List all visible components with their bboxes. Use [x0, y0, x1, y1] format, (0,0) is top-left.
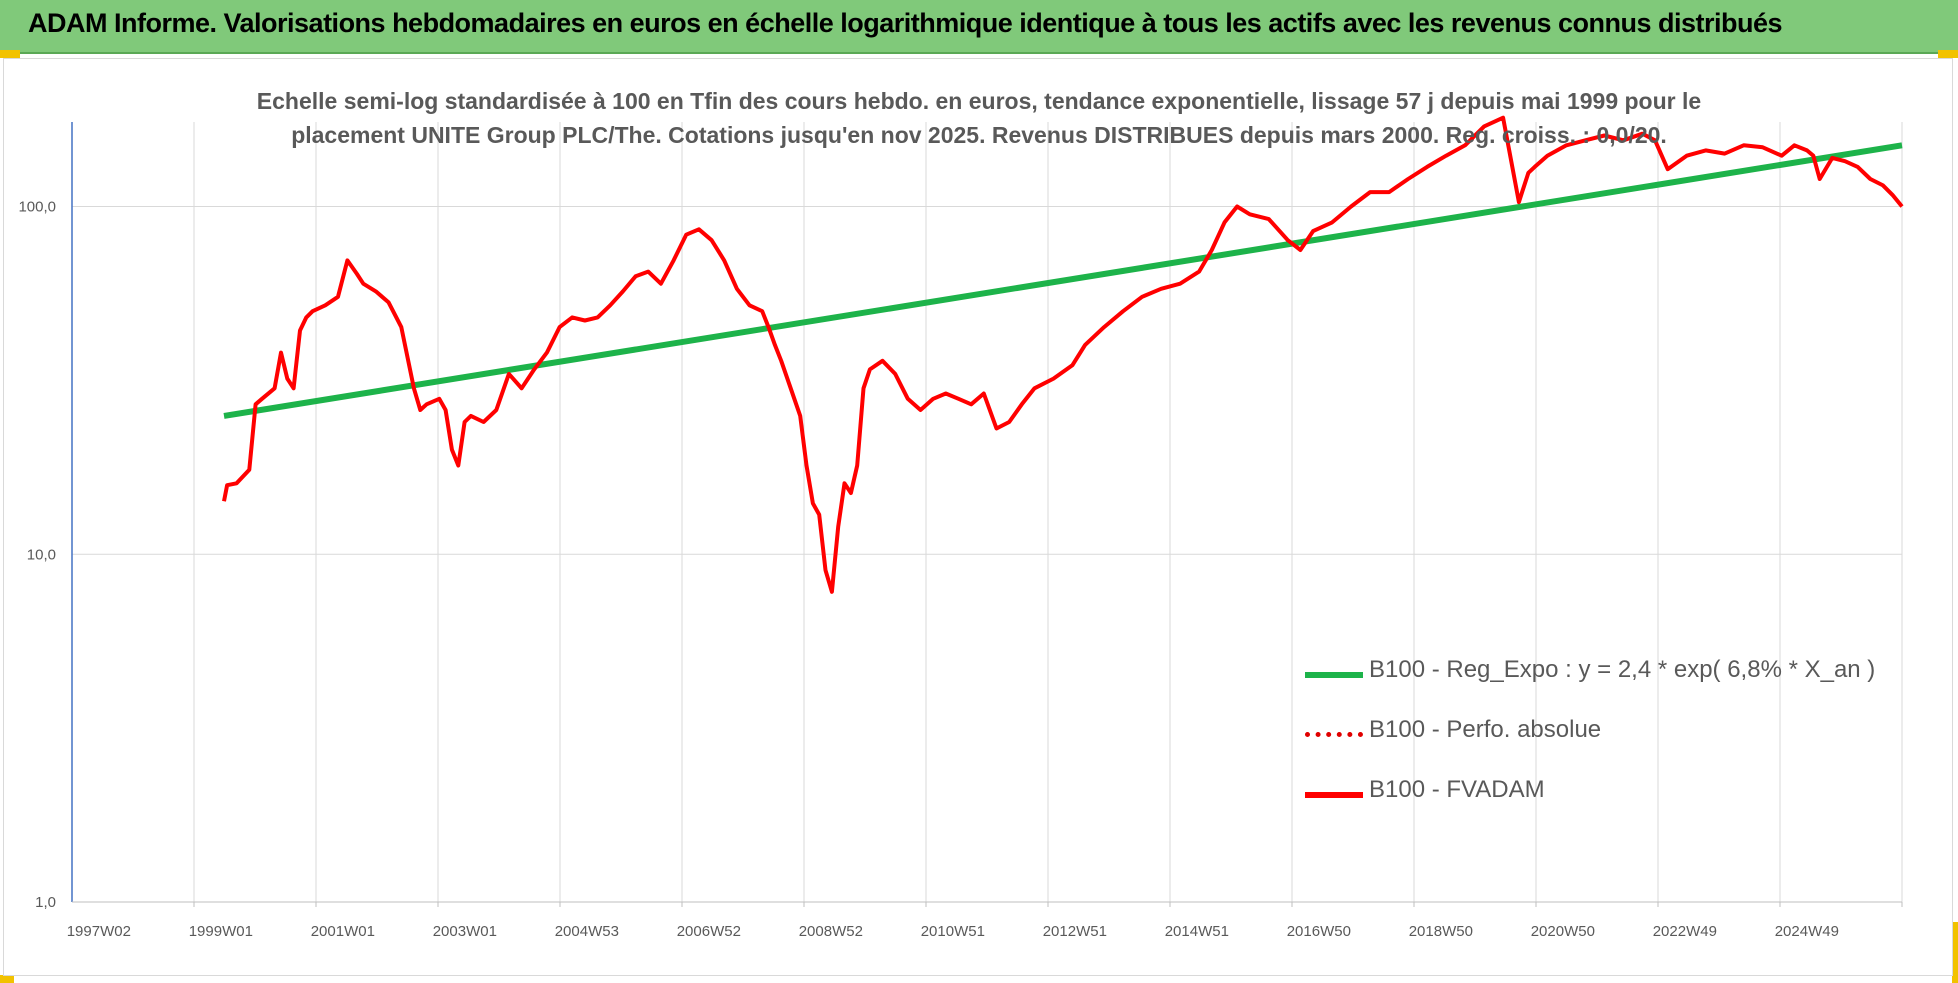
- legend-swatch-trend: [1305, 672, 1363, 678]
- page-title: ADAM Informe. Valorisations hebdomadaire…: [28, 8, 1783, 38]
- chart-subtitle: Echelle semi-log standardisée à 100 en T…: [0, 84, 1958, 152]
- x-tick-label: 2008W52: [799, 923, 863, 940]
- chart-frame: [3, 58, 1953, 976]
- legend-label-trend: B100 - Reg_Expo : y = 2,4 * exp( 6,8% * …: [1369, 656, 1876, 683]
- legend-swatch-fvadam: [1305, 792, 1363, 798]
- series-fvadam-line: [222, 115, 1904, 594]
- y-tick-label: 100,0: [18, 199, 56, 216]
- legend-swatch-perf: [1305, 732, 1363, 737]
- series-trend-line: [223, 142, 1903, 419]
- x-tick-label: 2003W01: [433, 923, 497, 940]
- x-tick-label: 2012W51: [1043, 923, 1107, 940]
- legend-label-fvadam: B100 - FVADAM: [1369, 776, 1545, 803]
- x-tick-label: 2016W50: [1287, 923, 1351, 940]
- x-tick-label: 1999W01: [189, 923, 253, 940]
- y-tick-label: 1,0: [35, 894, 56, 911]
- x-tick-label: 2020W50: [1531, 923, 1595, 940]
- x-tick-label: 2010W51: [921, 923, 985, 940]
- legend-label-perf: B100 - Perfo. absolue: [1369, 716, 1602, 743]
- subtitle-line-1: Echelle semi-log standardisée à 100 en T…: [256, 88, 1702, 114]
- x-tick-label: 2014W51: [1165, 923, 1229, 940]
- corner-marker-bottom-right: [1952, 922, 1958, 983]
- corner-marker-top-left: [0, 50, 20, 58]
- y-tick-label: 10,0: [27, 546, 56, 563]
- x-tick-label: 2022W49: [1653, 923, 1717, 940]
- x-tick-label: 2018W50: [1409, 923, 1473, 940]
- header-banner: ADAM Informe. Valorisations hebdomadaire…: [0, 0, 1958, 54]
- x-tick-label: 2001W01: [311, 923, 375, 940]
- x-tick-label: 2006W52: [677, 923, 741, 940]
- corner-marker-bottom-left: [0, 975, 14, 983]
- x-tick-label: 1997W02: [67, 923, 131, 940]
- corner-marker-top-right: [1938, 50, 1958, 58]
- x-tick-label: 2024W49: [1775, 923, 1839, 940]
- subtitle-line-2: placement UNITE Group PLC/The. Cotations…: [291, 122, 1667, 148]
- x-tick-label: 2004W53: [555, 923, 619, 940]
